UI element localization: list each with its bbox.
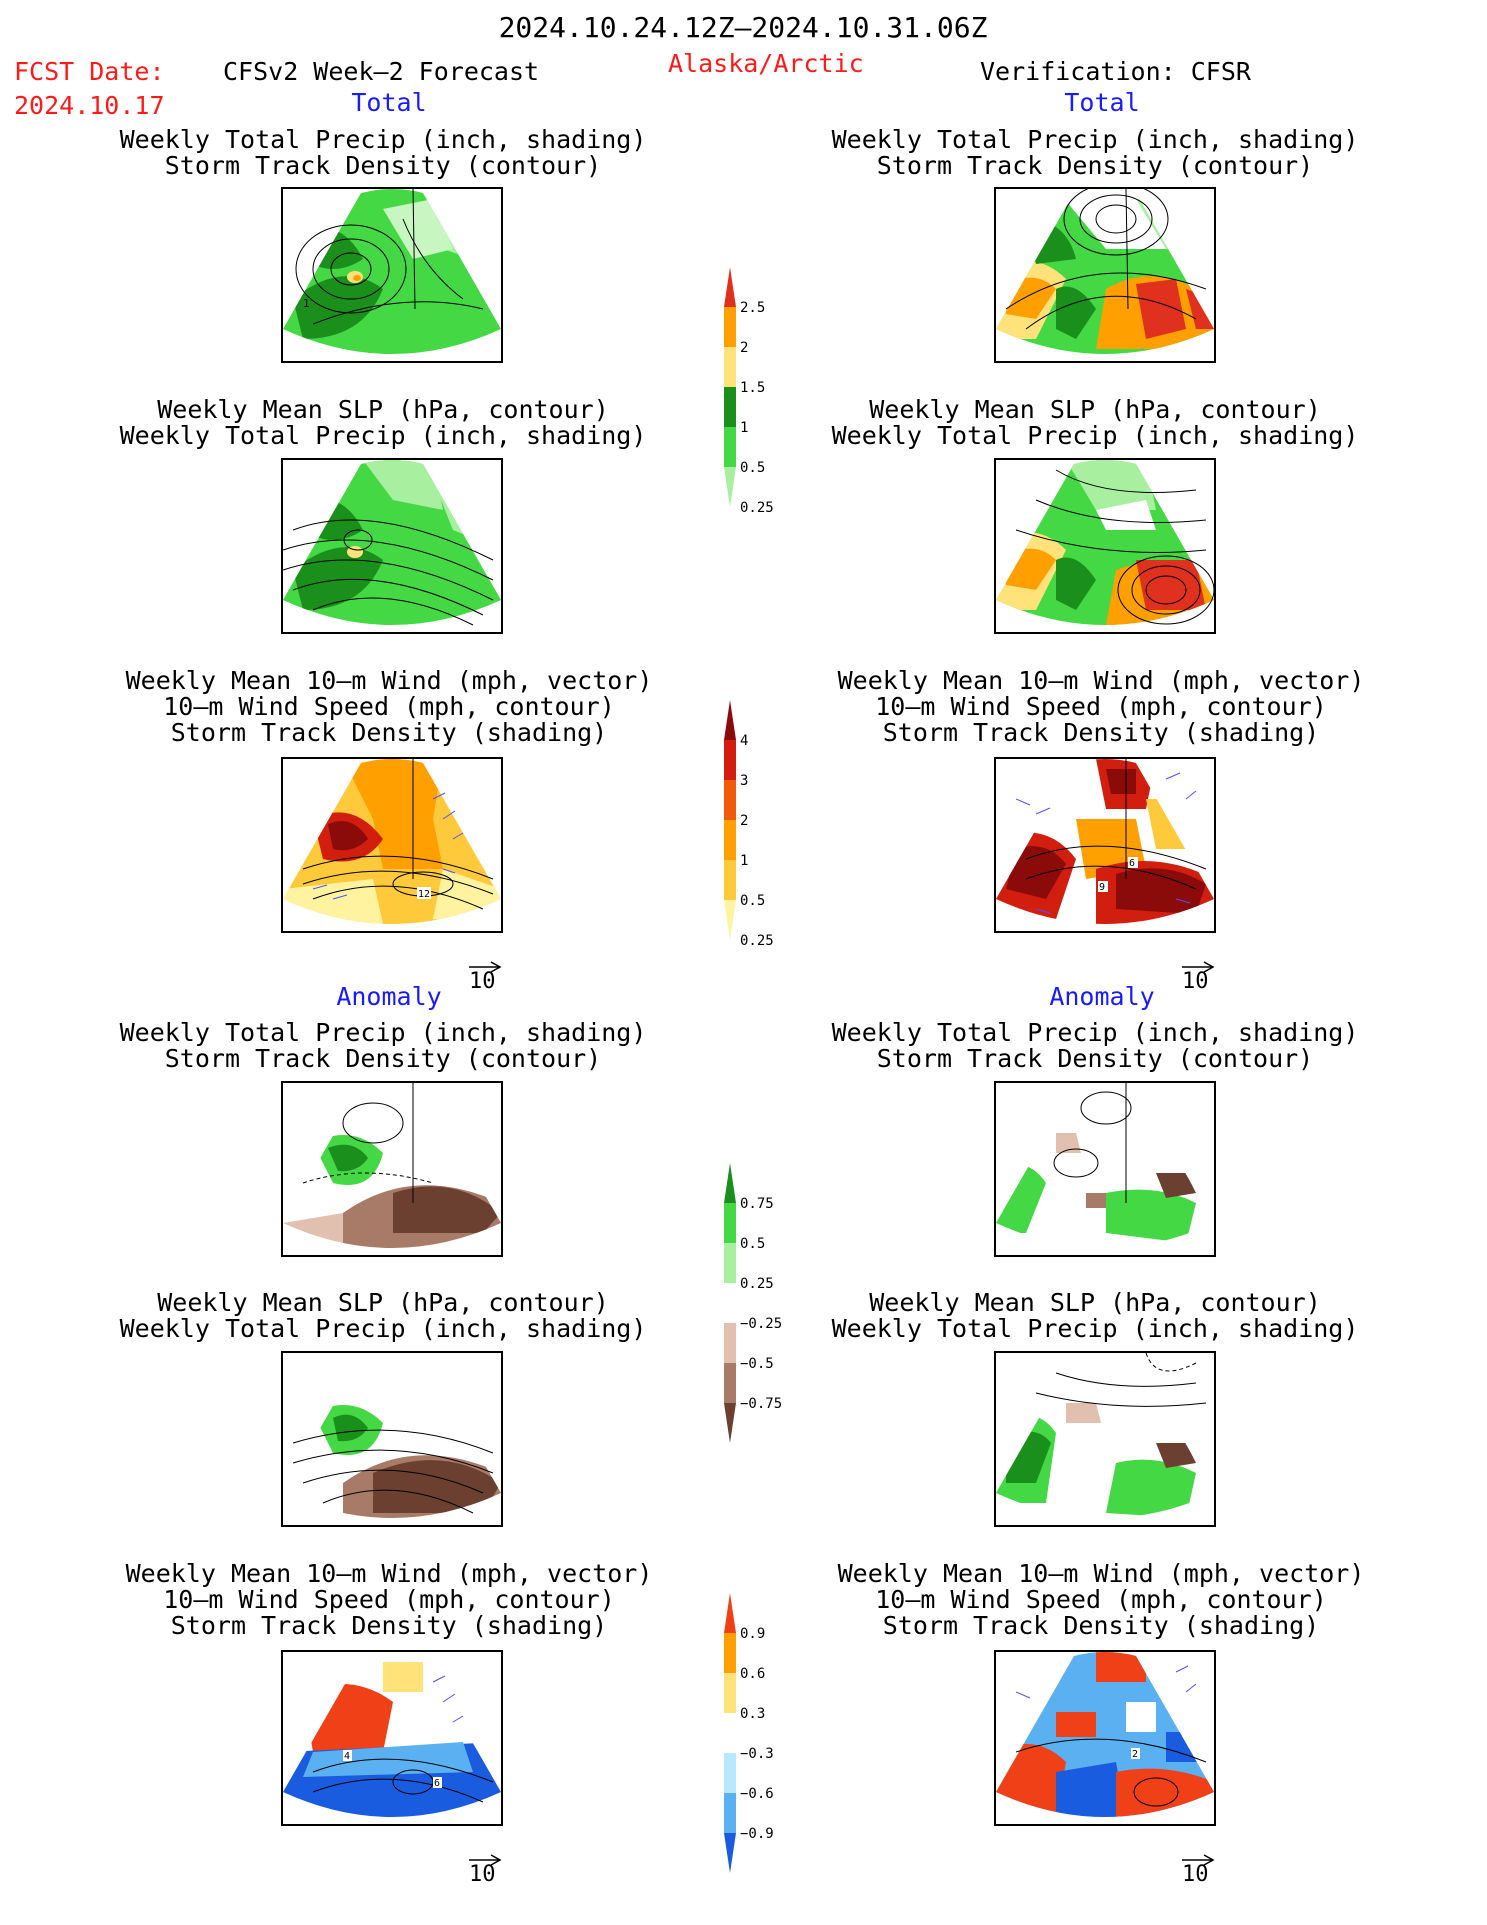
map-wind-track-forecast: 12 [281,757,503,933]
map-slp-precip-forecast [281,458,503,634]
colorbar-tick-label: 0.75 [740,1196,774,1212]
reference-vector: 10 [1180,955,1216,999]
colorbar-tick-label: 4 [740,733,748,749]
svg-text:12: 12 [418,889,430,900]
colorbar-anomaly-precip: 0.75 0.5 0.25 −0.25 −0.5 −0.75 [714,1163,794,1457]
panel-title-precip-track-anom: Weekly Total Precip (inch, shading) Storm… [119,1018,647,1073]
colorbar-segment [724,1403,736,1443]
colorbar-segment [724,347,736,387]
section-anomaly-left: Anomaly [336,982,442,1011]
colorbar-tick-label: 1.5 [740,380,765,396]
colorbar-tick-label: 0.5 [740,1236,765,1252]
colorbar-segment [724,1713,736,1753]
map-slp-precip-anom-verification [994,1351,1216,1527]
colorbar-tick-label: 2 [740,813,748,829]
colorbar-segment [724,1163,736,1203]
colorbar-segment [724,1633,736,1673]
map-wind-track-verification: 6 9 [994,757,1216,933]
panel-title-precip-track: Weekly Total Precip (inch, shading) Storm… [119,125,647,180]
colorbar-segment [724,820,736,860]
colorbar-segment [724,780,736,820]
verification-label: Verification: CFSR [980,57,1251,86]
colorbar-total-storm-track: 4 3 2 1 0.5 0.25 [714,700,794,994]
colorbar-segment [724,860,736,900]
colorbar-segment [724,1793,736,1833]
colorbar-segment [724,467,736,507]
fcst-date-label: FCST Date: [14,57,165,86]
map-precip-track-verification [994,187,1216,363]
colorbar-segment [724,1753,736,1793]
section-anomaly-right: Anomaly [1049,982,1155,1011]
colorbar-segment [724,1833,736,1873]
section-total-right: Total [1064,88,1140,117]
reference-vector: 10 [467,1848,503,1892]
colorbar-anomaly-storm-track: 0.9 0.6 0.3 −0.3 −0.6 −0.9 [714,1593,794,1887]
colorbar-segment [724,1203,736,1243]
panel-title-slp-precip-anom: Weekly Mean SLP (hPa, contour) Weekly Tot… [831,1288,1359,1343]
svg-text:2: 2 [1132,1749,1138,1760]
map-slp-precip-verification [994,458,1216,634]
colorbar-segment [724,1323,736,1363]
colorbar-segment [724,740,736,780]
colorbar-tick-label: −0.5 [740,1356,774,1372]
colorbar-segment [724,1283,736,1323]
svg-text:6: 6 [1129,858,1135,869]
colorbar-tick-label: 3 [740,773,748,789]
colorbar-tick-label: −0.9 [740,1826,774,1842]
svg-text:4: 4 [344,1751,350,1762]
reference-vector: 10 [467,955,503,999]
section-total-left: Total [351,88,427,117]
colorbar-tick-label: −0.3 [740,1746,774,1762]
colorbar-tick-label: 1 [740,853,748,869]
panel-title-wind-track-anom: Weekly Mean 10—m Wind (mph, vector) 10—m … [837,1559,1365,1640]
panel-title-precip-track: Weekly Total Precip (inch, shading) Storm… [831,125,1359,180]
svg-text:9: 9 [1099,882,1105,893]
map-wind-track-anom-forecast: 4 6 [281,1650,503,1826]
panel-title-wind-track: Weekly Mean 10—m Wind (mph, vector) 10—m … [125,666,653,747]
svg-text:6: 6 [434,1778,440,1789]
panel-title-slp-precip: Weekly Mean SLP (hPa, contour) Weekly Tot… [831,395,1359,450]
panel-title-slp-precip: Weekly Mean SLP (hPa, contour) Weekly Tot… [119,395,647,450]
colorbar-segment [724,387,736,427]
colorbar-tick-label: 0.6 [740,1666,765,1682]
colorbar-tick-label: −0.6 [740,1786,774,1802]
panel-title-wind-track-anom: Weekly Mean 10—m Wind (mph, vector) 10—m … [125,1559,653,1640]
colorbar-tick-label: 0.9 [740,1626,765,1642]
colorbar-tick-label: 1 [740,420,748,436]
panel-title-precip-track-anom: Weekly Total Precip (inch, shading) Storm… [831,1018,1359,1073]
colorbar-tick-label: 2 [740,340,748,356]
model-label: CFSv2 Week—2 Forecast [223,57,540,86]
panel-title-slp-precip-anom: Weekly Mean SLP (hPa, contour) Weekly Tot… [119,1288,647,1343]
map-slp-precip-anom-forecast [281,1351,503,1527]
colorbar-tick-label: 0.25 [740,1276,774,1292]
colorbar-tick-label: 0.5 [740,460,765,476]
colorbar-segment [724,700,736,740]
fcst-date-value: 2024.10.17 [14,91,165,120]
colorbar-segment [724,900,736,940]
region-label: Alaska/Arctic [668,49,864,78]
reference-vector: 10 [1180,1848,1216,1892]
svg-text:1: 1 [303,297,310,310]
map-precip-track-anom-verification [994,1081,1216,1257]
map-precip-track-anom-forecast [281,1081,503,1257]
colorbar-tick-label: 0.5 [740,893,765,909]
map-precip-track-forecast: 1 [281,187,503,363]
colorbar-tick-label: 0.25 [740,500,774,516]
colorbar-segment [724,267,736,307]
colorbar-total-precip: 2.5 2 1.5 1 0.5 0.25 [714,267,794,561]
colorbar-segment [724,427,736,467]
colorbar-segment [724,307,736,347]
colorbar-segment [724,1243,736,1283]
colorbar-segment [724,1363,736,1403]
colorbar-tick-label: 2.5 [740,300,765,316]
colorbar-tick-label: −0.25 [740,1316,782,1332]
map-wind-track-anom-verification: 2 [994,1650,1216,1826]
colorbar-tick-label: 0.25 [740,933,774,949]
panel-title-wind-track: Weekly Mean 10—m Wind (mph, vector) 10—m … [837,666,1365,747]
forecast-period: 2024.10.24.12Z—2024.10.31.06Z [498,11,988,44]
colorbar-tick-label: −0.75 [740,1396,782,1412]
colorbar-segment [724,1673,736,1713]
colorbar-tick-label: 0.3 [740,1706,765,1722]
colorbar-segment [724,1593,736,1633]
